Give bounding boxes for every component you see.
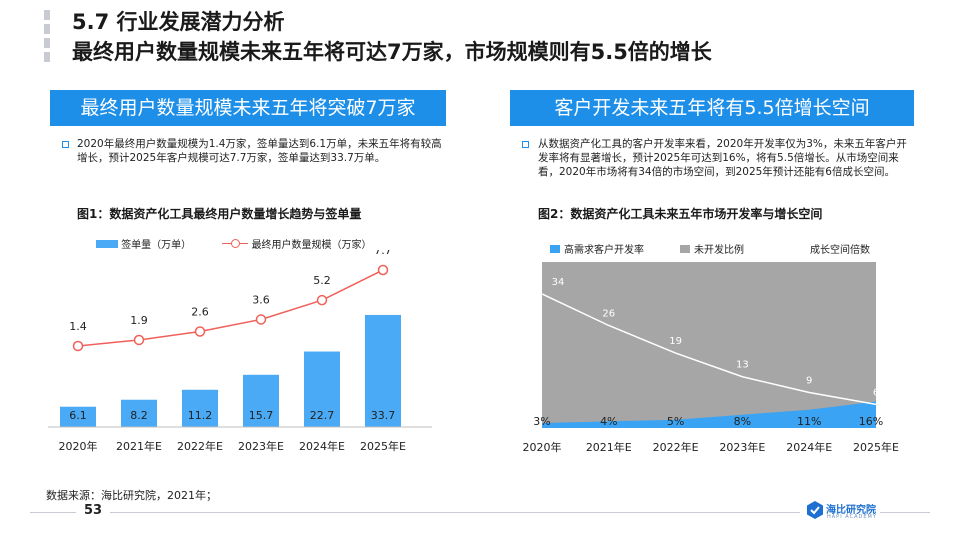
x-tick-label: 2024年E	[786, 440, 832, 454]
legend-swatch	[550, 245, 560, 253]
series-line	[77, 269, 384, 347]
legend-label: 未开发比例	[694, 243, 744, 256]
left-banner: 最终用户数量规模未来五年将突破7万家	[50, 90, 446, 126]
bar-value-label: 8.2	[130, 409, 148, 422]
rate-value-label: 4%	[600, 415, 617, 428]
x-tick-label: 2022年E	[177, 439, 223, 453]
growth-value-label: 34	[552, 277, 565, 288]
right-banner: 客户开发未来五年将有5.5倍增长空间	[510, 90, 914, 126]
x-tick-label: 2021年E	[116, 439, 162, 453]
footer-divider	[880, 512, 930, 513]
rate-value-label: 3%	[533, 415, 550, 428]
bullet-icon	[522, 141, 529, 148]
x-tick-label: 2022年E	[653, 440, 699, 454]
area-developed	[542, 401, 876, 428]
x-tick-label: 2020年	[523, 440, 562, 454]
page-title: 最终用户数量规模未来五年将可达7万家，市场规模则有5.5倍的增长	[72, 40, 712, 64]
x-tick-label: 2023年E	[719, 440, 765, 454]
growth-value-label: 6	[873, 387, 879, 398]
logo: 海比研究院 HAPI ACADEMY	[806, 500, 876, 522]
line-value-label: 2.6	[191, 306, 209, 319]
line-value-label: 7.7	[374, 250, 392, 257]
footer-divider	[110, 512, 800, 513]
left-figure-title: 图1：数据资产化工具最终用户数量增长趋势与签单量	[77, 207, 362, 221]
logo-icon	[807, 501, 823, 519]
market-development-chart: 高需求客户开发率 未开发比例 成长空间倍数 34 26 19 13 9 6 3% 2020年 4% 20…	[523, 243, 900, 454]
bullet-icon	[62, 141, 69, 148]
area-undeveloped	[542, 262, 876, 428]
right-paragraph: 从数据资产化工具的客户开发率来看，2020年开发率仅为3%，未来五年客户开发率将…	[538, 138, 907, 178]
bar	[121, 399, 157, 427]
legend-bar-label: 签单量（万单）	[121, 240, 192, 251]
line-value-label: 3.6	[252, 293, 270, 306]
x-tick-label: 2025年E	[360, 439, 406, 453]
line-value-label: 1.9	[130, 314, 148, 327]
section-title: 5.7 行业发展潜力分析	[72, 10, 285, 34]
bar	[365, 314, 401, 427]
growth-value-label: 13	[736, 360, 749, 371]
line-point	[255, 314, 267, 325]
bar-value-label: 6.1	[69, 409, 87, 422]
left-paragraph: 2020年最终用户数量规模为1.4万家，签单量达到6.1万单，未来五年将有较高增…	[77, 138, 442, 164]
x-tick-label: 2023年E	[238, 439, 284, 453]
bar	[243, 374, 279, 427]
line-point	[194, 326, 206, 337]
bar	[304, 351, 340, 427]
growth-value-label: 19	[669, 336, 682, 347]
x-tick-label: 2021年E	[586, 440, 632, 454]
line-point	[377, 264, 389, 276]
bar-value-label: 11.2	[188, 409, 213, 422]
growth-value-label: 26	[602, 308, 615, 319]
legend-label: 高需求客户开发率	[564, 243, 644, 256]
growth-value-label: 9	[806, 376, 812, 387]
footer-divider	[30, 512, 76, 513]
legend-swatch	[680, 245, 690, 253]
rate-value-label: 8%	[734, 415, 751, 428]
line-value-label: 1.4	[69, 320, 87, 333]
bar	[182, 389, 218, 427]
rate-value-label: 16%	[859, 415, 883, 428]
line-value-label: 5.2	[313, 274, 331, 287]
line-point	[133, 334, 145, 346]
rate-value-label: 5%	[667, 415, 684, 428]
bar-value-label: 22.7	[310, 409, 335, 422]
rate-value-label: 11%	[797, 415, 821, 428]
data-source: 数据来源：海比研究院，2021年；	[46, 489, 217, 502]
legend-label: 成长空间倍数	[810, 243, 870, 256]
bar	[60, 406, 96, 427]
page-number: 53	[84, 503, 103, 518]
line-point	[316, 294, 328, 306]
left-legend: 签单量（万单） 最终用户数量规模（万家）	[96, 236, 372, 251]
legend-bar-swatch	[96, 239, 118, 248]
x-tick-label: 2024年E	[299, 439, 345, 453]
line-point	[72, 340, 84, 352]
bar-value-label: 15.7	[249, 409, 274, 422]
x-tick-label: 2020年	[59, 439, 98, 453]
user-growth-chart: 6.1 2020年 8.2 2021年E 11.2 2022年E 15.7 2023年E 22.…	[48, 250, 432, 453]
legend-line-swatch	[222, 238, 249, 249]
bar-value-label: 33.7	[371, 409, 396, 422]
right-figure-title: 图2：数据资产化工具未来五年市场开发率与增长空间	[538, 207, 823, 221]
growth-line	[541, 293, 877, 406]
legend-line-label: 最终用户数量规模（万家）	[251, 240, 372, 251]
x-tick-label: 2025年E	[853, 440, 899, 454]
